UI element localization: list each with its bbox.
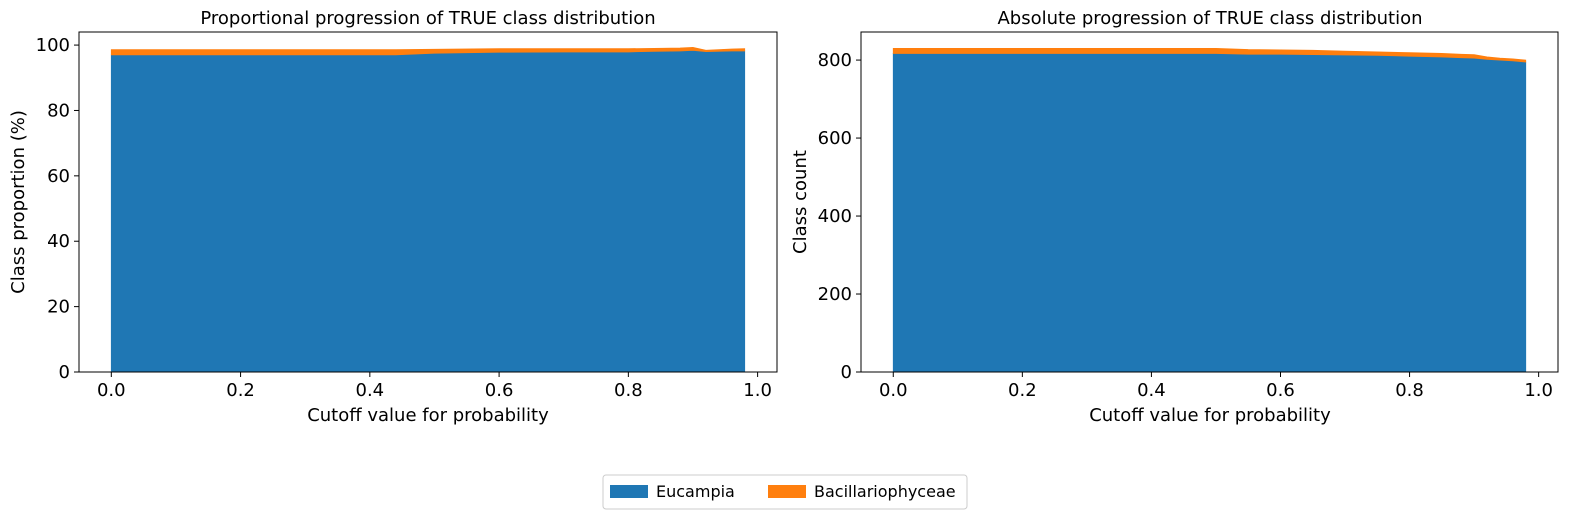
legend: Eucampia Bacillariophyceae — [602, 474, 968, 510]
y-tick-label: 40 — [47, 231, 70, 252]
x-tick-label: 0.2 — [1008, 380, 1037, 401]
legend-swatch-eucampia — [610, 485, 648, 498]
absolute-chart: Absolute progression of TRUE class distr… — [790, 8, 1559, 426]
plot-frame — [78, 31, 778, 373]
y-tick-label: 60 — [47, 166, 70, 187]
x-axis: 0.0 0.2 0.4 0.6 0.8 1.0 — [97, 372, 772, 401]
x-axis-label: Cutoff value for probability — [307, 405, 549, 426]
y-tick-label: 800 — [818, 50, 852, 71]
chart-title: Proportional progression of TRUE class d… — [200, 8, 655, 29]
x-tick-label: 0.4 — [356, 380, 385, 401]
y-tick-label: 0 — [841, 362, 852, 383]
area-eucampia — [892, 53, 1527, 373]
x-tick-label: 1.0 — [743, 380, 772, 401]
area-bacillariophyceae — [892, 47, 1527, 63]
area-eucampia — [110, 49, 746, 373]
y-tick-label: 200 — [818, 284, 852, 305]
plot-area — [78, 31, 778, 373]
y-tick-label: 80 — [47, 100, 70, 121]
x-tick-label: 0.4 — [1137, 380, 1166, 401]
x-tick-label: 0.8 — [1395, 380, 1424, 401]
legend-label-bacillariophyceae: Bacillariophyceae — [814, 482, 956, 501]
area-bacillariophyceae — [110, 46, 746, 56]
x-axis-label: Cutoff value for probability — [1089, 405, 1331, 426]
x-tick-label: 0.0 — [97, 380, 126, 401]
y-tick-label: 20 — [47, 297, 70, 318]
x-tick-label: 0.6 — [485, 380, 514, 401]
x-axis: 0.0 0.2 0.4 0.6 0.8 1.0 — [879, 372, 1553, 401]
legend-label-eucampia: Eucampia — [656, 482, 735, 501]
y-tick-label: 600 — [818, 128, 852, 149]
y-tick-label: 0 — [59, 362, 70, 383]
legend-swatch-bacillariophyceae — [768, 485, 806, 498]
y-axis: 0 20 40 60 80 100 — [36, 35, 79, 383]
x-tick-label: 1.0 — [1524, 380, 1553, 401]
y-axis: 0 200 400 600 800 — [818, 50, 861, 383]
plot-area — [860, 31, 1559, 373]
x-tick-label: 0.0 — [879, 380, 908, 401]
x-tick-label: 0.8 — [614, 380, 643, 401]
y-axis-label: Class count — [790, 150, 811, 254]
y-axis-label: Class proportion (%) — [8, 110, 29, 294]
proportional-chart: Proportional progression of TRUE class d… — [8, 8, 778, 426]
y-tick-label: 100 — [36, 35, 70, 56]
y-tick-label: 400 — [818, 206, 852, 227]
x-tick-label: 0.2 — [226, 380, 255, 401]
plot-frame — [860, 31, 1559, 373]
chart-title: Absolute progression of TRUE class distr… — [997, 8, 1422, 29]
x-tick-label: 0.6 — [1266, 380, 1295, 401]
